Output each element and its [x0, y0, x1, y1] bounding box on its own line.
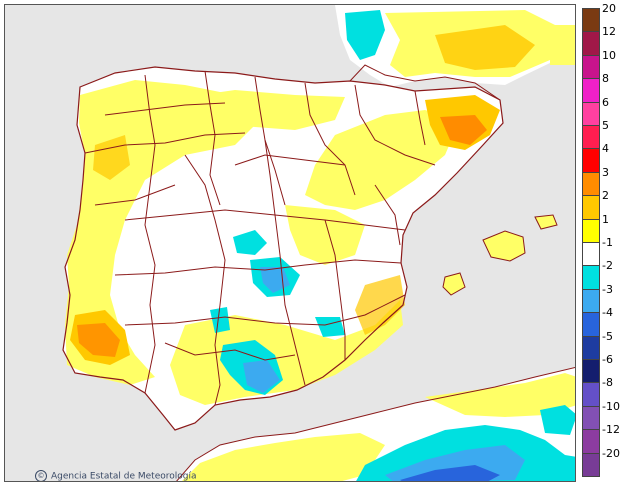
legend-box--6 — [582, 359, 600, 384]
legend-label--6: -6 — [602, 353, 613, 366]
legend-label--8: -8 — [602, 376, 613, 390]
east-coast-warm — [355, 275, 405, 335]
legend-box--3 — [582, 288, 600, 314]
aemet-logo-icon: © — [35, 470, 47, 481]
legend-label--5: -5 — [602, 329, 613, 343]
menorca — [534, 214, 558, 230]
legend-label--4: -4 — [602, 306, 613, 320]
legend-box--1 — [582, 242, 600, 267]
southwest-hot — [77, 323, 120, 357]
legend-label--10: -10 — [602, 399, 620, 413]
legend-box-3 — [582, 171, 600, 197]
ebro-warm — [305, 110, 460, 210]
ibiza — [442, 272, 466, 296]
africa-east-warm — [425, 373, 575, 417]
legend-box-20 — [582, 8, 600, 33]
legend-box-1 — [582, 218, 600, 243]
province-borders — [84, 70, 436, 406]
legend-label-8: 8 — [602, 72, 609, 86]
africa-cold-east — [540, 405, 575, 435]
legend-label-2: 2 — [602, 189, 609, 203]
center-warm — [285, 205, 365, 265]
legend-box--10 — [582, 405, 600, 431]
france-warm-2 — [435, 25, 535, 70]
map-frame: © Agencia Estatal de Meteorología — [4, 4, 576, 482]
france-cold — [345, 10, 385, 60]
legend-label--2: -2 — [602, 259, 613, 273]
legend-box-6 — [582, 101, 600, 126]
legend-box-10 — [582, 54, 600, 80]
legend-box--4 — [582, 312, 600, 337]
mallorca — [482, 230, 526, 262]
africa-warm — [182, 433, 385, 481]
legend-label--1: -1 — [602, 236, 613, 249]
legend-box--5 — [582, 335, 600, 360]
center-cold-2-deep — [260, 267, 290, 293]
legend-label--3: -3 — [602, 282, 613, 296]
anomaly-map — [5, 5, 575, 481]
legend-label-3: 3 — [602, 165, 609, 179]
color-legend — [582, 8, 600, 477]
legend-label-1: 1 — [602, 212, 609, 226]
agency-credit: © Agencia Estatal de Meteorología — [35, 470, 197, 482]
iberia-coastline — [62, 66, 504, 431]
legend-label-10: 10 — [602, 48, 616, 62]
legend-box--20 — [582, 452, 600, 477]
legend-box-5 — [582, 125, 600, 150]
legend-label--20: -20 — [602, 446, 620, 460]
legend-box--12 — [582, 429, 600, 454]
legend-label-12: 12 — [602, 25, 616, 39]
agency-credit-text: Agencia Estatal de Meteorología — [51, 471, 197, 482]
north-warm — [165, 90, 345, 130]
legend-box-2 — [582, 195, 600, 220]
legend-box--8 — [582, 382, 600, 407]
legend-box-12 — [582, 31, 600, 56]
center-cold-1 — [233, 230, 267, 255]
africa-cold-deeper — [400, 465, 500, 481]
legend-label-5: 5 — [602, 119, 609, 132]
south-cold-1-deep — [243, 360, 280, 393]
legend-label--12: -12 — [602, 423, 620, 437]
legend-box-8 — [582, 78, 600, 103]
catalonia-hot — [440, 115, 487, 145]
france-border — [349, 64, 501, 101]
legend-box--2 — [582, 265, 600, 290]
west-cold-patch — [210, 307, 230, 333]
legend-box-4 — [582, 148, 600, 173]
corsica-land — [550, 25, 575, 65]
legend-label-4: 4 — [602, 142, 609, 156]
legend-label-6: 6 — [602, 95, 609, 109]
africa-coastline — [176, 366, 575, 481]
legend-label-20: 20 — [602, 2, 616, 15]
